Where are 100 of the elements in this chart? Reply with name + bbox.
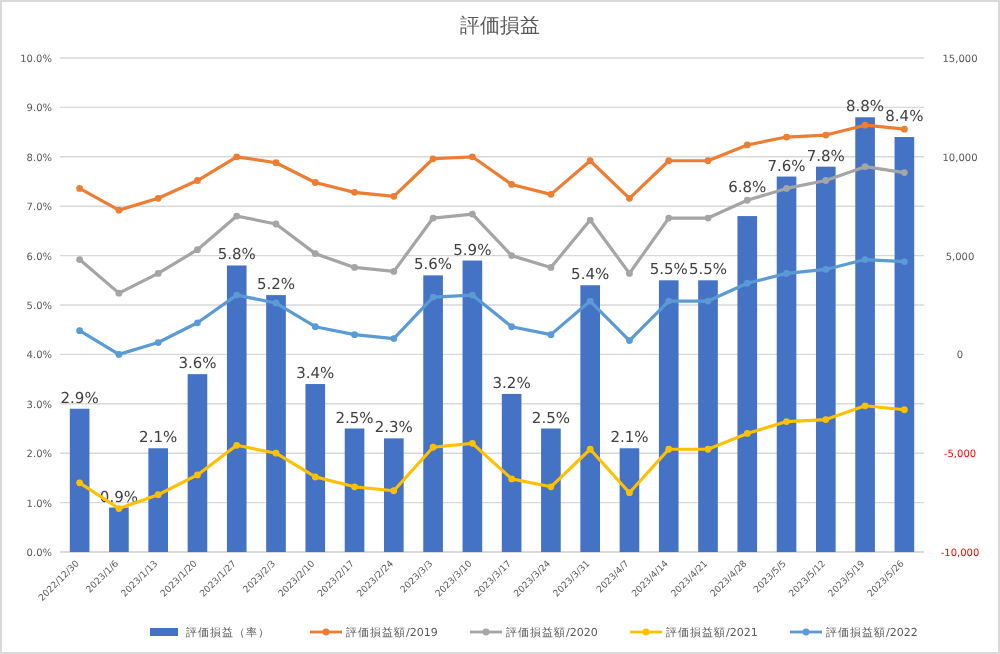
point [390, 192, 398, 200]
point [586, 216, 594, 224]
point [468, 291, 476, 299]
point [76, 479, 84, 487]
point [822, 131, 830, 139]
point [429, 443, 437, 451]
point [429, 214, 437, 222]
point [233, 441, 241, 449]
point [547, 264, 555, 271]
point [272, 220, 280, 228]
bar [384, 438, 404, 552]
point [508, 323, 516, 331]
point [665, 445, 673, 453]
point [194, 177, 201, 184]
point [822, 266, 830, 273]
point [861, 121, 869, 129]
bar [462, 260, 483, 552]
point [76, 185, 84, 192]
point [900, 258, 908, 265]
point [704, 445, 712, 453]
point [233, 291, 241, 299]
point [822, 416, 830, 424]
point [468, 210, 476, 218]
point [900, 406, 908, 414]
point [154, 339, 162, 346]
point [115, 505, 123, 512]
bar [855, 117, 875, 552]
point [272, 449, 280, 457]
point [547, 483, 555, 491]
point [861, 402, 869, 410]
point [665, 214, 673, 222]
point [547, 331, 555, 339]
point [154, 194, 162, 202]
point [822, 177, 830, 184]
point [783, 133, 790, 141]
point [586, 445, 594, 453]
point [743, 430, 751, 437]
point [665, 157, 673, 165]
point [311, 323, 319, 331]
point [311, 473, 319, 481]
bar [737, 216, 758, 552]
point [390, 487, 398, 495]
point [508, 475, 516, 483]
point [861, 256, 869, 263]
point [154, 269, 162, 277]
bar [344, 428, 365, 552]
point [194, 319, 201, 327]
point [115, 206, 123, 214]
point [743, 141, 751, 149]
bar [226, 265, 247, 552]
point [311, 179, 319, 186]
point [468, 153, 476, 161]
point [665, 297, 673, 305]
chart-title: 評価損益 [460, 14, 540, 38]
point [233, 153, 241, 161]
bar [816, 166, 836, 552]
bar [658, 280, 679, 552]
point [626, 269, 633, 277]
point [233, 212, 241, 220]
point [783, 185, 790, 192]
point [311, 250, 319, 258]
point [547, 190, 555, 198]
bar [619, 448, 640, 552]
point [194, 246, 201, 254]
point [743, 279, 751, 287]
point [272, 159, 280, 167]
bar [541, 428, 561, 552]
point [586, 297, 594, 305]
point [900, 169, 908, 177]
point [154, 491, 162, 499]
point [351, 331, 358, 339]
bar [423, 275, 443, 552]
point [508, 181, 516, 188]
point [626, 337, 633, 344]
point [586, 157, 594, 165]
point [743, 196, 751, 204]
bar [501, 393, 522, 552]
point [861, 163, 869, 171]
point [626, 489, 633, 497]
point [76, 256, 84, 263]
point [429, 293, 437, 301]
point [115, 351, 123, 358]
bar [148, 448, 168, 552]
point [351, 188, 358, 196]
bar [109, 507, 129, 552]
point [468, 439, 476, 447]
point [194, 471, 201, 479]
point [390, 335, 398, 342]
point [390, 268, 398, 275]
point [783, 269, 790, 277]
bar [69, 408, 90, 552]
bar [894, 137, 915, 552]
bar [266, 295, 286, 552]
bar [187, 374, 208, 552]
point [900, 125, 908, 133]
point [704, 297, 712, 305]
point [351, 483, 358, 491]
point [704, 214, 712, 222]
bar [305, 384, 326, 552]
point [115, 289, 123, 297]
